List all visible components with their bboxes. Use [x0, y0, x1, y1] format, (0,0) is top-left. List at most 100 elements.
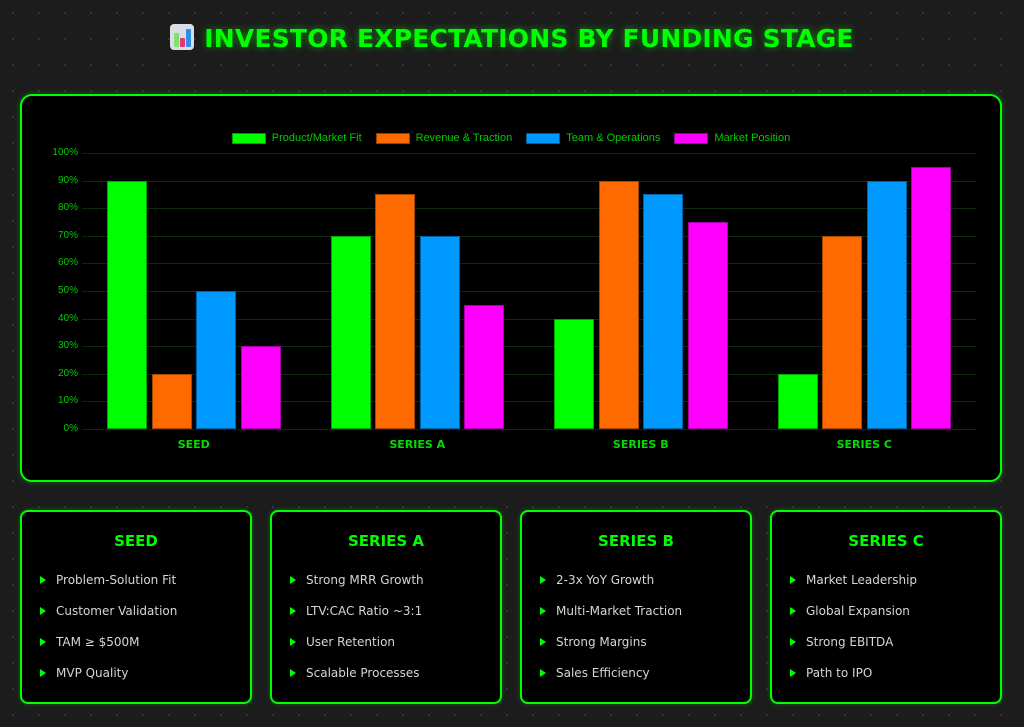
- x-axis-label: SERIES B: [612, 438, 669, 451]
- legend-item[interactable]: Product/Market Fit: [231, 132, 362, 144]
- bar-product-market-fit-series-a[interactable]: [330, 235, 371, 429]
- legend-item[interactable]: Market Position: [674, 132, 790, 144]
- list-item: 2-3x YoY Growth: [540, 564, 750, 595]
- bar-revenue-traction-series-c[interactable]: [822, 235, 862, 429]
- bar-market-position-seed[interactable]: [240, 346, 281, 429]
- list-item: Strong Margins: [540, 626, 750, 657]
- y-tick-label: 90%: [57, 174, 78, 186]
- legend-item[interactable]: Team & Operations: [526, 132, 660, 144]
- stage-card-series-b: SERIES B 2-3x YoY Growth Multi-Market Trac…: [520, 510, 752, 704]
- y-tick-label: 70%: [57, 229, 78, 241]
- bar-revenue-traction-series-b[interactable]: [598, 180, 639, 429]
- stage-card-series-c: SERIES C Market Leadership Global Expansio…: [770, 510, 1002, 704]
- card-list: Strong MRR Growth LTV:CAC Ratio ~3:1 User …: [272, 564, 500, 688]
- list-item: Sales Efficiency: [540, 657, 750, 688]
- x-axis-label: SEED: [177, 438, 210, 451]
- triangle-bullet-icon: [790, 606, 796, 615]
- list-item-text: LTV:CAC Ratio ~3:1: [306, 603, 423, 618]
- card-list: Market Leadership Global Expansion Strong …: [772, 564, 1000, 688]
- list-item: Path to IPO: [790, 657, 1000, 688]
- bar-chart-icon: [170, 24, 195, 50]
- list-item-text: Strong MRR Growth: [306, 572, 424, 587]
- triangle-bullet-icon: [40, 606, 46, 615]
- list-item-text: Market Leadership: [806, 572, 918, 587]
- page-title: INVESTOR EXPECTATIONS BY FUNDING STAGE: [0, 24, 1024, 53]
- list-item-text: Customer Validation: [56, 603, 178, 618]
- card-title: SERIES A: [347, 532, 425, 550]
- list-item: TAM ≥ $500M: [40, 626, 250, 657]
- gridline: [82, 263, 976, 265]
- list-item-text: Global Expansion: [806, 603, 910, 618]
- gridline: [82, 346, 976, 348]
- list-item-text: Path to IPO: [806, 665, 873, 680]
- list-item-text: TAM ≥ $500M: [56, 634, 140, 649]
- bar-team-operations-series-b[interactable]: [643, 194, 683, 429]
- legend-label: Revenue & Traction: [415, 132, 513, 144]
- bar-market-position-series-b[interactable]: [687, 222, 728, 429]
- card-title: SERIES C: [848, 532, 924, 550]
- card-title: SEED: [114, 532, 158, 550]
- chart-legend: Product/Market Fit Revenue & Traction Team…: [22, 132, 1000, 144]
- list-item: LTV:CAC Ratio ~3:1: [290, 595, 500, 626]
- y-tick-label: 30%: [57, 340, 78, 352]
- gridline: [82, 318, 976, 320]
- y-tick-label: 50%: [57, 285, 78, 296]
- legend-swatch-icon: [375, 132, 410, 144]
- bar-revenue-traction-seed[interactable]: [151, 373, 192, 429]
- legend-swatch-icon: [526, 132, 561, 144]
- card-list: Problem-Solution Fit Customer Validation T…: [22, 564, 250, 688]
- triangle-bullet-icon: [790, 637, 796, 646]
- y-tick-label: 0%: [63, 423, 78, 434]
- triangle-bullet-icon: [790, 668, 796, 677]
- bar-team-operations-seed[interactable]: [196, 291, 236, 429]
- bar-team-operations-series-a[interactable]: [419, 235, 460, 429]
- card-title: SERIES B: [598, 532, 674, 550]
- gridline: [82, 180, 976, 182]
- list-item: Strong EBITDA: [790, 626, 1000, 657]
- list-item: Scalable Processes: [290, 657, 500, 688]
- list-item: Multi-Market Traction: [540, 595, 750, 626]
- triangle-bullet-icon: [540, 637, 546, 646]
- triangle-bullet-icon: [40, 575, 46, 584]
- triangle-bullet-icon: [40, 637, 46, 646]
- triangle-bullet-icon: [540, 575, 546, 584]
- list-item: User Retention: [290, 626, 500, 657]
- gridline: [82, 373, 976, 375]
- list-item: Strong MRR Growth: [290, 564, 500, 595]
- legend-label: Market Position: [714, 132, 791, 144]
- triangle-bullet-icon: [790, 575, 796, 584]
- stage-card-series-a: SERIES A Strong MRR Growth LTV:CAC Ratio ~…: [270, 510, 502, 704]
- chart-container: 0% 10% 20% 30% 40% 50% 60% 70% 80% 90% 100% SEED SER…: [20, 94, 1002, 482]
- bar-team-operations-series-c[interactable]: [866, 180, 907, 429]
- bar-product-market-fit-seed[interactable]: [107, 180, 147, 429]
- bar-market-position-series-a[interactable]: [464, 304, 504, 429]
- bar-chart-plot: 0% 10% 20% 30% 40% 50% 60% 70% 80% 90% 100% SEED SER…: [22, 96, 1000, 480]
- list-item-text: Scalable Processes: [306, 665, 420, 680]
- y-tick-label: 10%: [57, 395, 78, 407]
- stage-card-seed: SEED Problem-Solution Fit Customer Validat…: [20, 510, 252, 704]
- list-item: Customer Validation: [40, 595, 250, 626]
- list-item: MVP Quality: [40, 657, 250, 688]
- gridline: [82, 429, 976, 430]
- triangle-bullet-icon: [290, 606, 296, 615]
- bar-market-position-series-c[interactable]: [911, 166, 951, 429]
- legend-swatch-icon: [231, 132, 266, 144]
- y-tick-label: 100%: [52, 147, 78, 158]
- gridline: [82, 401, 976, 403]
- y-tick-label: 80%: [57, 202, 78, 214]
- y-tick-label: 60%: [57, 257, 78, 269]
- bar-product-market-fit-series-b[interactable]: [554, 318, 594, 429]
- bar-product-market-fit-series-c[interactable]: [777, 373, 818, 429]
- legend-label: Product/Market Fit: [271, 132, 362, 144]
- x-axis-label: SERIES A: [389, 438, 446, 451]
- bar-revenue-traction-series-a[interactable]: [375, 194, 415, 429]
- list-item-text: Strong EBITDA: [806, 634, 894, 649]
- triangle-bullet-icon: [540, 606, 546, 615]
- list-item-text: Problem-Solution Fit: [56, 572, 177, 587]
- page-title-text: INVESTOR EXPECTATIONS BY FUNDING STAGE: [204, 24, 854, 53]
- legend-item[interactable]: Revenue & Traction: [375, 132, 513, 144]
- triangle-bullet-icon: [290, 575, 296, 584]
- y-tick-label: 40%: [57, 312, 78, 324]
- gridline: [82, 235, 976, 237]
- gridline: [82, 153, 976, 154]
